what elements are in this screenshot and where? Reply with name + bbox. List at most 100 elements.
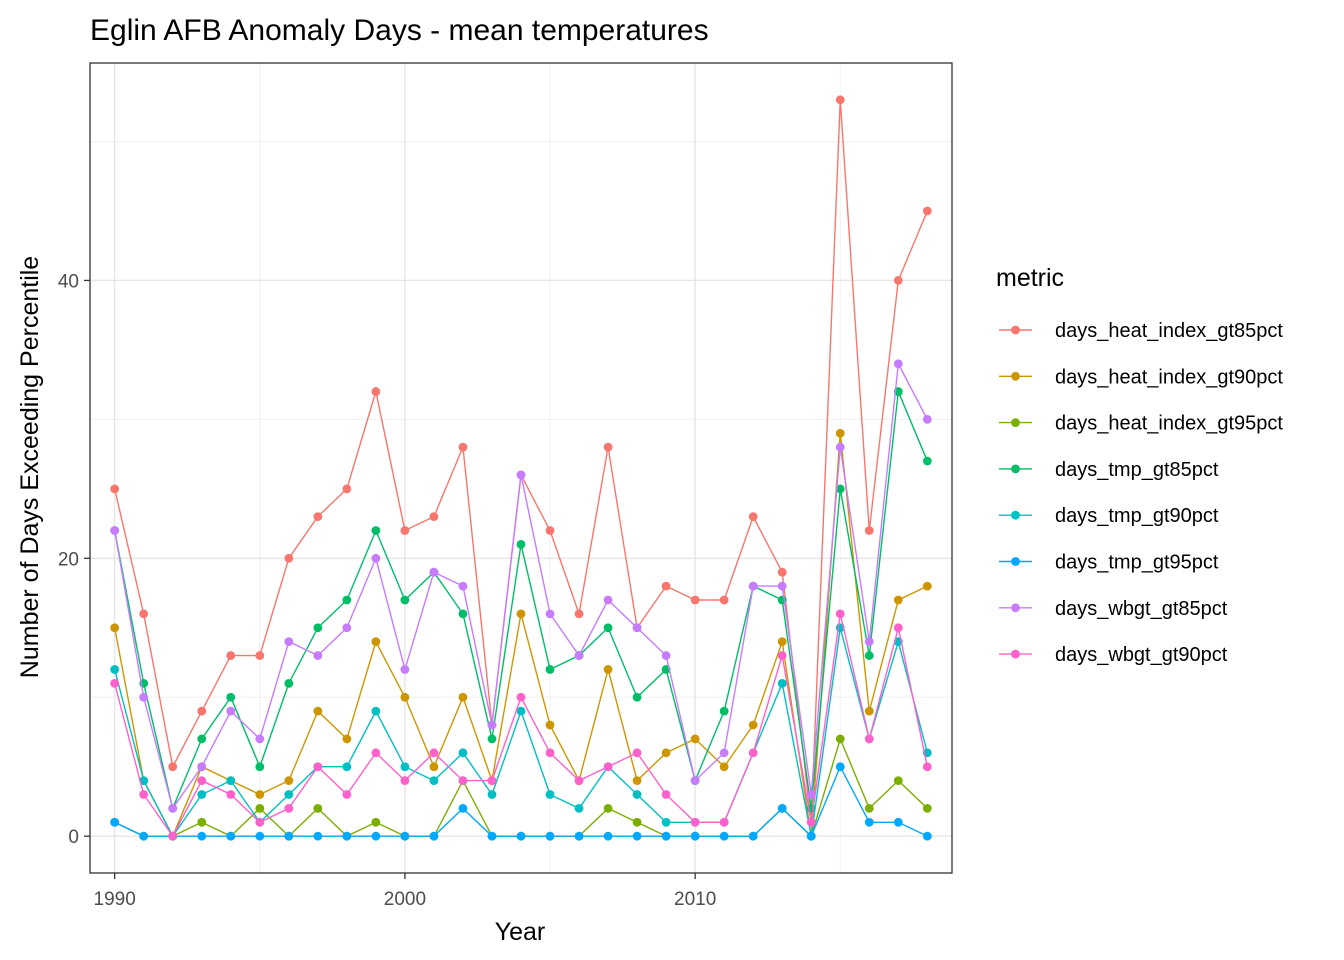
data-point — [487, 776, 497, 786]
data-point — [168, 803, 178, 813]
legend-label: days_heat_index_gt95pct — [1055, 413, 1283, 435]
data-point — [284, 637, 294, 647]
series-line — [113, 627, 929, 838]
data-point — [661, 748, 671, 758]
data-point — [313, 623, 323, 633]
data-point — [864, 803, 874, 813]
series-days_tmp_gt95pct — [110, 762, 932, 841]
data-point — [371, 831, 381, 841]
data-point — [371, 526, 381, 535]
legend-item: days_heat_index_gt95pct — [999, 413, 1283, 435]
data-point — [168, 762, 178, 772]
data-point — [835, 428, 845, 438]
data-point — [893, 359, 903, 369]
data-point — [661, 817, 671, 827]
data-point — [632, 790, 642, 799]
data-point — [719, 595, 729, 605]
data-point — [429, 831, 439, 841]
data-point — [864, 706, 874, 716]
data-point — [893, 595, 903, 605]
legend-item: days_tmp_gt95pct — [999, 552, 1219, 574]
data-point — [400, 665, 410, 674]
data-point — [777, 637, 787, 647]
legend-key-point — [1011, 325, 1020, 335]
data-point — [516, 706, 526, 716]
data-point — [545, 831, 555, 841]
data-point — [603, 623, 613, 633]
data-point — [226, 706, 236, 716]
data-point — [255, 790, 265, 799]
data-point — [284, 790, 294, 799]
series-days_wbgt_gt90pct — [110, 609, 932, 841]
data-point — [429, 567, 439, 577]
data-point — [719, 817, 729, 827]
data-point — [313, 803, 323, 813]
data-point — [226, 831, 236, 841]
data-point — [922, 762, 932, 772]
data-point — [574, 609, 584, 619]
data-point — [516, 692, 526, 702]
legend-item: days_tmp_gt90pct — [999, 505, 1219, 527]
data-point — [371, 387, 381, 396]
data-point — [371, 817, 381, 827]
data-point — [197, 817, 207, 827]
data-point — [864, 734, 874, 744]
data-point — [342, 484, 352, 494]
legend-key-point — [1011, 557, 1020, 566]
data-point — [110, 484, 120, 494]
data-point — [458, 581, 468, 591]
data-point — [458, 803, 468, 813]
data-point — [487, 720, 497, 730]
data-point — [458, 442, 468, 452]
data-point — [922, 803, 932, 813]
data-point — [748, 748, 758, 758]
data-point — [342, 623, 352, 633]
data-point — [400, 831, 410, 841]
legend-key-point — [1011, 371, 1020, 381]
data-point — [139, 831, 149, 841]
data-point — [342, 790, 352, 799]
data-point — [516, 470, 526, 480]
data-point — [545, 748, 555, 758]
data-point — [922, 456, 932, 466]
plot-panel-border — [89, 62, 953, 874]
data-point — [197, 762, 207, 772]
data-point — [516, 831, 526, 841]
data-point — [110, 665, 120, 674]
data-point — [400, 595, 410, 605]
data-point — [371, 637, 381, 647]
data-point — [893, 817, 903, 827]
data-point — [864, 651, 874, 660]
data-point — [835, 95, 845, 105]
data-point — [632, 817, 642, 827]
data-point — [574, 651, 584, 660]
data-point — [690, 817, 700, 827]
data-point — [603, 762, 613, 772]
data-point — [922, 831, 932, 841]
x-axis-title: Year — [495, 918, 546, 946]
data-point — [429, 748, 439, 758]
data-point — [429, 762, 439, 772]
data-point — [661, 831, 671, 841]
data-point — [835, 609, 845, 619]
data-point — [777, 595, 787, 605]
y-axis-title: Number of Days Exceeding Percentile — [16, 256, 44, 678]
data-point — [864, 637, 874, 647]
data-point — [139, 790, 149, 799]
data-point — [806, 831, 816, 841]
data-point — [110, 678, 120, 688]
data-point — [574, 776, 584, 786]
data-point — [255, 831, 265, 841]
data-point — [197, 706, 207, 716]
x-tick-label: 2000 — [384, 889, 426, 910]
data-point — [632, 623, 642, 633]
data-point — [139, 609, 149, 619]
data-point — [487, 790, 497, 799]
data-point — [197, 776, 207, 786]
data-point — [516, 540, 526, 549]
data-point — [748, 581, 758, 591]
data-point — [255, 817, 265, 827]
data-point — [748, 512, 758, 522]
data-point — [777, 803, 787, 813]
